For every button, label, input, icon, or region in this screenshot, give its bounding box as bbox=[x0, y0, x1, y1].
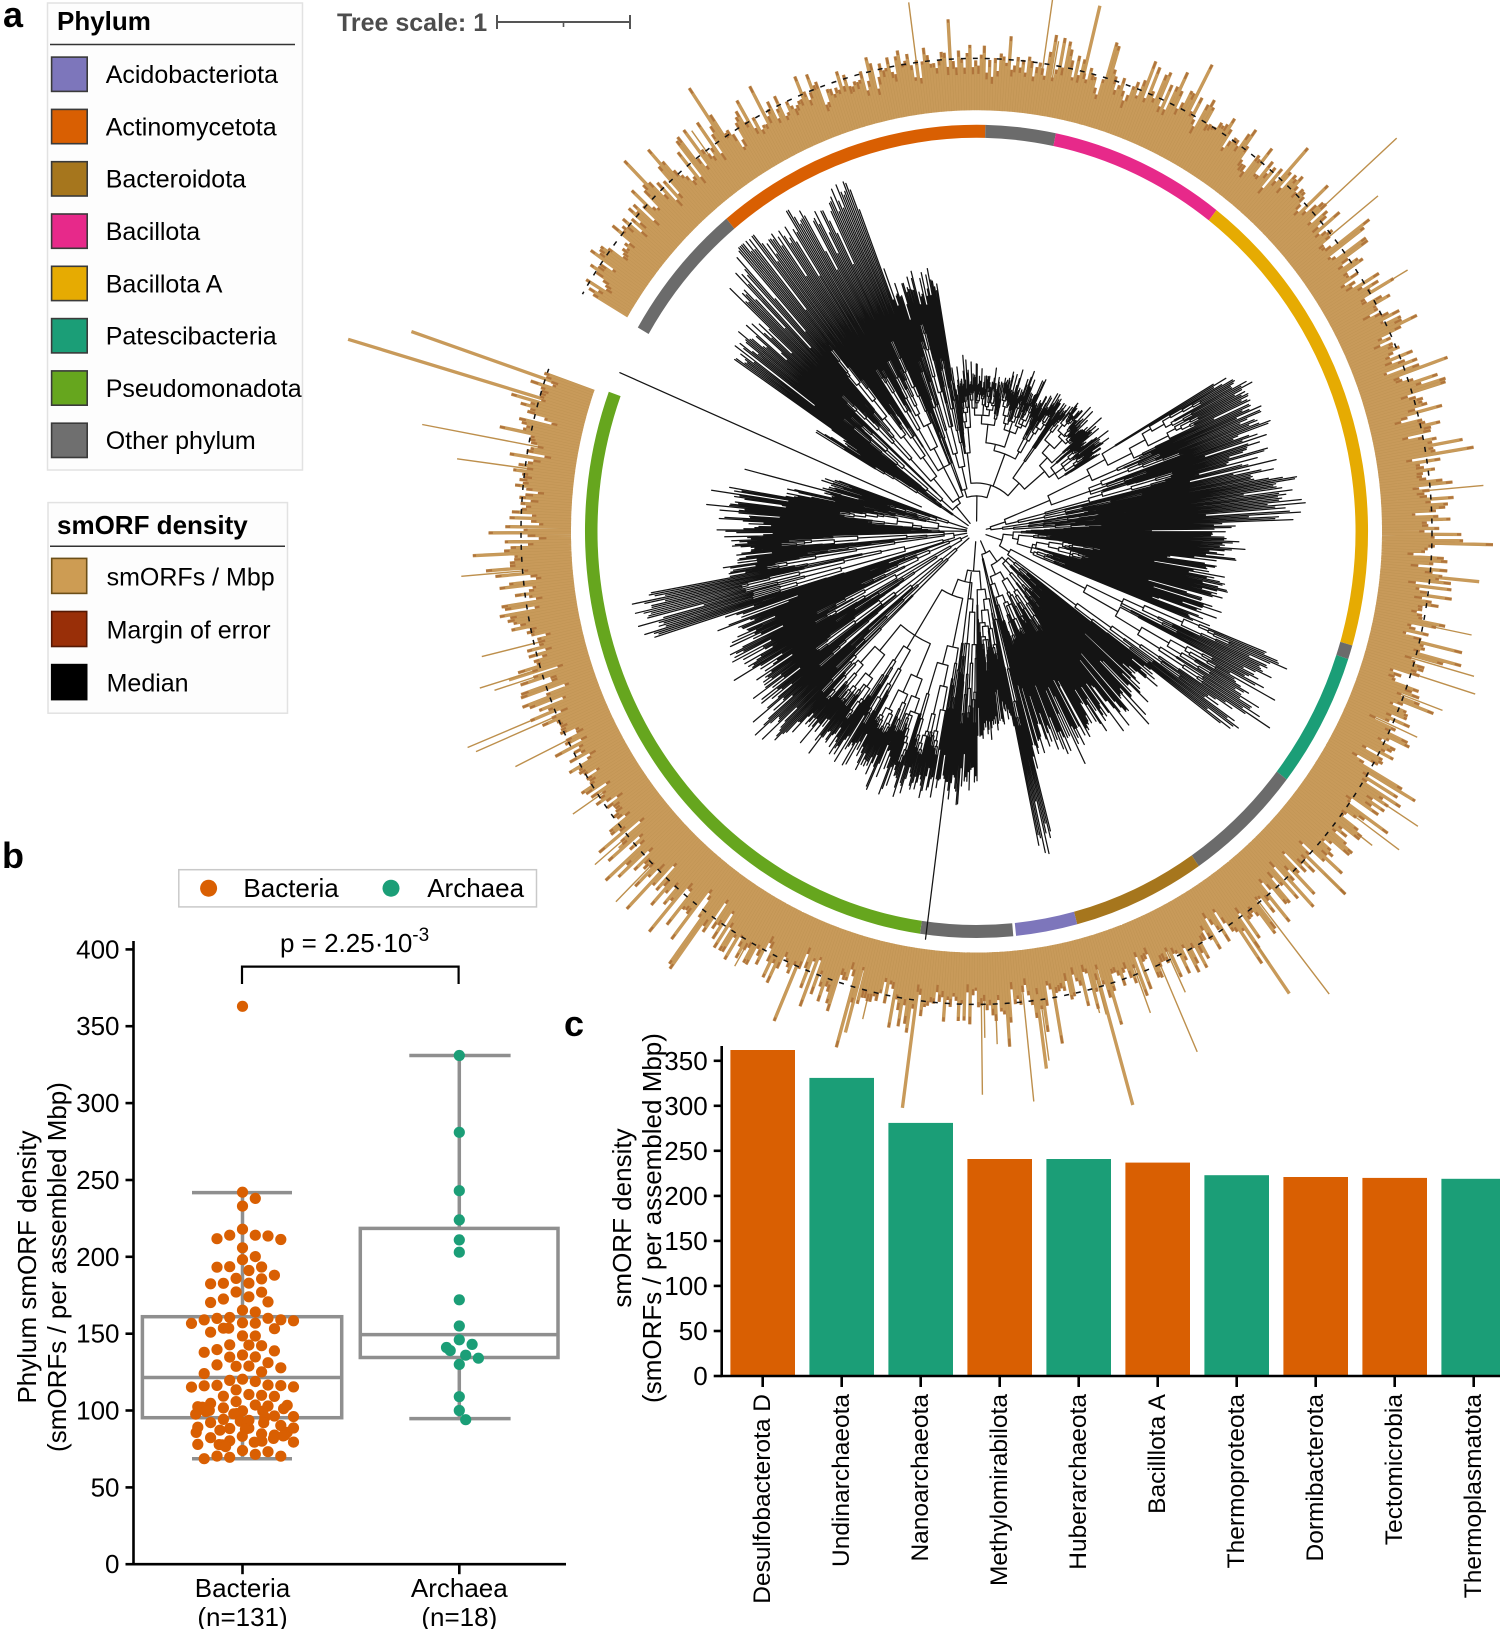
svg-text:Phylum smORF density: Phylum smORF density bbox=[12, 1130, 42, 1403]
svg-text:100: 100 bbox=[664, 1271, 707, 1301]
svg-text:a: a bbox=[3, 0, 24, 35]
svg-text:0: 0 bbox=[105, 1549, 119, 1579]
svg-text:Bacteria: Bacteria bbox=[243, 873, 339, 903]
svg-text:Acidobacteriota: Acidobacteriota bbox=[106, 61, 278, 89]
svg-text:Thermoproteota: Thermoproteota bbox=[1223, 1394, 1250, 1569]
svg-text:150: 150 bbox=[664, 1226, 707, 1256]
svg-text:Thermoplasmatota: Thermoplasmatota bbox=[1460, 1394, 1487, 1599]
svg-text:200: 200 bbox=[664, 1181, 707, 1211]
svg-text:250: 250 bbox=[76, 1165, 119, 1195]
svg-text:Dormibacterota: Dormibacterota bbox=[1302, 1394, 1329, 1562]
svg-text:c: c bbox=[564, 1003, 584, 1044]
svg-text:100: 100 bbox=[76, 1396, 119, 1426]
svg-text:350: 350 bbox=[76, 1011, 119, 1041]
svg-text:Bacillota A: Bacillota A bbox=[106, 270, 223, 298]
svg-text:250: 250 bbox=[664, 1136, 707, 1166]
svg-text:Tectomicrobia: Tectomicrobia bbox=[1381, 1394, 1408, 1546]
svg-text:Other phylum: Other phylum bbox=[106, 427, 256, 455]
svg-text:Patescibacteria: Patescibacteria bbox=[106, 323, 277, 351]
svg-text:Pseudomonadota: Pseudomonadota bbox=[106, 375, 302, 403]
svg-text:Bacteroidota: Bacteroidota bbox=[106, 166, 246, 194]
svg-text:smORF density: smORF density bbox=[57, 510, 248, 540]
svg-text:Actinomycetota: Actinomycetota bbox=[106, 113, 277, 141]
svg-text:Undinarchaeota: Undinarchaeota bbox=[828, 1394, 855, 1567]
svg-text:Archaea: Archaea bbox=[427, 873, 524, 903]
svg-text:50: 50 bbox=[91, 1472, 120, 1502]
svg-text:(n=131): (n=131) bbox=[197, 1602, 287, 1629]
svg-text:Margin of error: Margin of error bbox=[107, 617, 271, 645]
svg-text:Median: Median bbox=[107, 670, 189, 698]
svg-text:(smORFs / per assembled Mbp): (smORFs / per assembled Mbp) bbox=[42, 1082, 72, 1452]
svg-text:50: 50 bbox=[679, 1316, 708, 1346]
svg-text:0: 0 bbox=[693, 1361, 707, 1391]
svg-text:Desulfobacterota D: Desulfobacterota D bbox=[749, 1394, 776, 1604]
svg-text:smORF density: smORF density bbox=[607, 1128, 637, 1307]
svg-text:b: b bbox=[2, 835, 24, 876]
svg-text:(n=18): (n=18) bbox=[421, 1602, 497, 1629]
svg-text:Tree scale: 1: Tree scale: 1 bbox=[337, 9, 487, 37]
svg-text:Archaea: Archaea bbox=[411, 1573, 508, 1603]
svg-text:Phylum: Phylum bbox=[57, 6, 151, 36]
svg-text:(smORFs / per assembled Mbp): (smORFs / per assembled Mbp) bbox=[637, 1033, 667, 1403]
svg-text:Bacillota: Bacillota bbox=[106, 218, 201, 246]
svg-text:Nanoarchaeota: Nanoarchaeota bbox=[907, 1394, 934, 1562]
svg-text:smORFs / Mbp: smORFs / Mbp bbox=[107, 563, 275, 591]
svg-text:300: 300 bbox=[76, 1088, 119, 1118]
svg-text:p = 2.25·10-3: p = 2.25·10-3 bbox=[280, 925, 429, 958]
svg-text:Bacteria: Bacteria bbox=[195, 1573, 291, 1603]
svg-text:350: 350 bbox=[664, 1046, 707, 1076]
svg-text:300: 300 bbox=[664, 1091, 707, 1121]
svg-text:200: 200 bbox=[76, 1242, 119, 1272]
svg-text:400: 400 bbox=[76, 934, 119, 964]
svg-text:Bacilllota A: Bacilllota A bbox=[1144, 1393, 1171, 1514]
svg-text:150: 150 bbox=[76, 1319, 119, 1349]
svg-text:Methylomirabilota: Methylomirabilota bbox=[986, 1394, 1013, 1586]
svg-text:Huberarchaeota: Huberarchaeota bbox=[1065, 1394, 1092, 1570]
